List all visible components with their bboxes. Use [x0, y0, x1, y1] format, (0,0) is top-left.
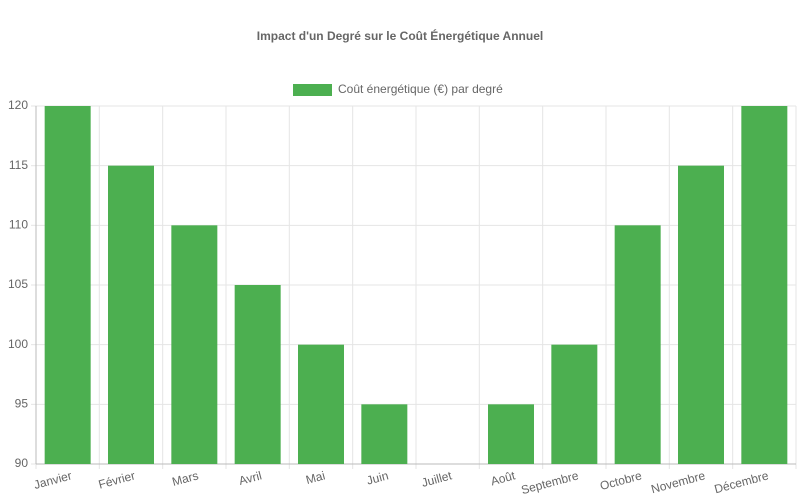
x-tick-label: Mars — [171, 468, 200, 488]
bar — [614, 225, 661, 464]
y-tick-label: 120 — [8, 98, 28, 112]
bar — [44, 106, 91, 464]
x-tick-label: Septembre — [520, 468, 581, 497]
x-tick-label: Octobre — [598, 468, 643, 493]
x-tick-label: Août — [489, 468, 517, 488]
bar — [488, 404, 534, 464]
bar — [298, 344, 344, 464]
bar — [361, 404, 408, 464]
x-tick-label: Juillet — [420, 468, 454, 490]
x-tick-label: Février — [97, 468, 137, 491]
bar — [551, 344, 598, 464]
bar — [171, 225, 218, 464]
bar — [234, 285, 281, 464]
y-tick-label: 90 — [15, 456, 29, 470]
chart-title: Impact d'un Degré sur le Coût Énergétiqu… — [257, 28, 543, 43]
y-tick-label: 95 — [15, 397, 29, 411]
bar — [678, 165, 724, 464]
y-tick-label: 105 — [8, 277, 28, 291]
x-tick-label: Novembre — [650, 468, 707, 496]
y-tick-label: 100 — [8, 337, 28, 351]
y-tick-label: 115 — [9, 158, 28, 172]
y-tick-label: 110 — [9, 218, 28, 232]
x-tick-label: Juin — [365, 468, 390, 487]
legend-swatch[interactable] — [293, 84, 332, 96]
bar — [108, 165, 154, 464]
x-tick-label: Avril — [237, 468, 263, 488]
x-tick-label: Décembre — [713, 468, 770, 496]
x-tick-label: Janvier — [32, 468, 73, 492]
x-tick-label: Mai — [304, 468, 326, 487]
legend-label[interactable]: Coût énergétique (€) par degré — [338, 82, 503, 96]
bar — [741, 106, 788, 464]
